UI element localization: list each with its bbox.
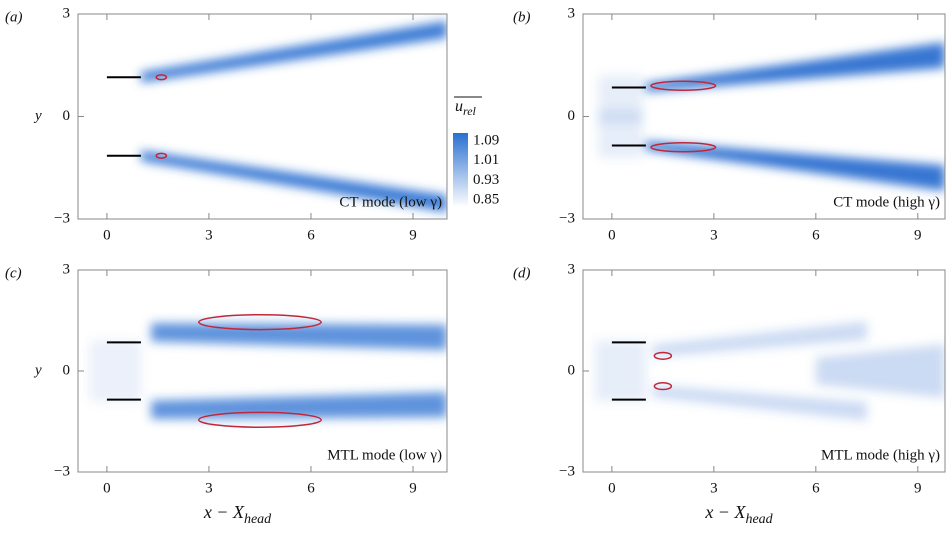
x-tick-label: 9	[409, 227, 417, 243]
contour-line	[650, 80, 717, 91]
wake	[594, 340, 646, 402]
field	[89, 314, 447, 428]
wake	[151, 392, 447, 419]
wake	[652, 321, 867, 357]
x-label-main: x − X	[203, 502, 245, 522]
colorbar-title-sub: rel	[463, 104, 477, 118]
colorbar-tick-label: 0.93	[473, 172, 499, 188]
annotation: CT mode (low γ)	[339, 194, 442, 210]
wake	[815, 344, 945, 398]
x-tick-label: 3	[710, 480, 718, 496]
wake	[598, 109, 643, 158]
y-tick-label: −3	[559, 210, 575, 226]
wake	[652, 385, 867, 421]
contour-line	[650, 142, 717, 153]
y-tick-label: 3	[568, 5, 576, 21]
wake	[151, 323, 447, 350]
wake	[645, 42, 945, 92]
y-tick-label: −3	[54, 210, 70, 226]
y-label: y	[33, 362, 42, 378]
panel-label: (a)	[5, 9, 23, 25]
x-tick-label: 3	[710, 227, 718, 243]
y-tick-label: 3	[63, 261, 71, 277]
y-tick-label: 3	[63, 5, 71, 21]
x-label-main: x − X	[704, 502, 746, 522]
wake-group	[598, 42, 945, 191]
contour-line	[197, 411, 322, 428]
annotation: MTL mode (high γ)	[821, 447, 940, 463]
x-tick-label: 3	[205, 480, 213, 496]
x-tick-label: 6	[307, 227, 315, 243]
y-tick-label: 0	[568, 362, 576, 378]
colorbar-title: urel	[455, 98, 477, 118]
wake-group	[594, 321, 945, 421]
colorbar-tick-label: 1.01	[473, 152, 499, 168]
x-tick-label: 9	[409, 480, 417, 496]
contour-line	[155, 74, 168, 81]
x-tick-label: 6	[307, 480, 315, 496]
y-tick-label: 0	[63, 108, 71, 124]
annotation: MTL mode (low γ)	[327, 447, 442, 463]
x-tick-label: 9	[914, 480, 922, 496]
wake-group	[89, 323, 447, 419]
x-tick-label: 0	[103, 227, 111, 243]
contour-line	[197, 314, 322, 331]
contour-line	[653, 351, 673, 360]
colorbar	[453, 133, 468, 207]
x-tick-label: 0	[608, 227, 616, 243]
wake-group	[140, 20, 447, 213]
wake	[140, 20, 447, 83]
colorbar-tick-label: 0.85	[473, 191, 499, 207]
panel-label: (b)	[513, 9, 531, 25]
x-tick-label: 9	[914, 227, 922, 243]
x-label: x − Xhead	[203, 502, 272, 527]
y-tick-label: 3	[568, 261, 576, 277]
field	[140, 20, 447, 213]
y-tick-label: −3	[54, 463, 70, 479]
x-tick-label: 0	[608, 480, 616, 496]
contour-line	[653, 382, 673, 391]
x-tick-label: 6	[812, 480, 820, 496]
wake	[645, 141, 945, 191]
field	[598, 42, 945, 191]
x-tick-label: 3	[205, 227, 213, 243]
colorbar-tick-label: 1.09	[473, 132, 499, 148]
x-tick-label: 6	[812, 227, 820, 243]
colorbar-title-main: u	[455, 98, 463, 115]
y-tick-label: 0	[63, 362, 71, 378]
x-tick-label: 0	[103, 480, 111, 496]
contour-line	[155, 152, 168, 159]
x-label-sub: head	[745, 512, 773, 527]
wake	[140, 150, 447, 213]
y-tick-label: −3	[559, 463, 575, 479]
panel-label: (c)	[5, 265, 22, 281]
y-label: y	[33, 108, 42, 124]
annotation: CT mode (high γ)	[833, 194, 940, 210]
field	[594, 321, 945, 421]
wake	[89, 340, 141, 402]
x-label: x − Xhead	[704, 502, 773, 527]
y-tick-label: 0	[568, 108, 576, 124]
panel-label: (d)	[513, 265, 531, 281]
x-label-sub: head	[244, 512, 272, 527]
